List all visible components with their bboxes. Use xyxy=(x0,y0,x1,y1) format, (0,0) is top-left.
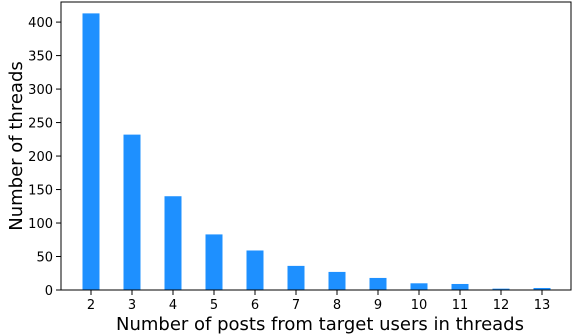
bar-4 xyxy=(164,196,182,290)
bar-3 xyxy=(123,134,141,290)
x-tick-label: 11 xyxy=(452,298,469,313)
bar-13 xyxy=(533,287,551,290)
bar-8 xyxy=(328,271,346,290)
x-tick-label: 4 xyxy=(169,298,177,313)
y-tick-label: 350 xyxy=(28,50,53,65)
x-tick-label: 10 xyxy=(411,298,428,313)
x-tick-label: 13 xyxy=(534,298,551,313)
x-tick-label: 2 xyxy=(87,298,95,313)
y-axis-label: Number of threads xyxy=(6,61,27,230)
y-axis-ticks: 0 50 100 150 200 250 300 350 400 xyxy=(28,16,61,299)
bar-9 xyxy=(369,277,387,290)
y-tick-label: 50 xyxy=(36,251,53,266)
bar-6 xyxy=(246,250,264,290)
x-axis-ticks: 2 3 4 5 6 7 8 9 10 11 12 13 xyxy=(87,290,550,313)
bar-7 xyxy=(287,265,305,290)
x-tick-label: 3 xyxy=(128,298,136,313)
bars-group xyxy=(82,13,551,290)
y-tick-label: 300 xyxy=(28,83,53,98)
y-tick-label: 0 xyxy=(45,284,53,299)
bar-10 xyxy=(410,283,428,290)
x-tick-label: 7 xyxy=(292,298,300,313)
bar-12 xyxy=(492,288,510,290)
y-tick-label: 200 xyxy=(28,150,53,165)
x-tick-label: 12 xyxy=(493,298,510,313)
plot-frame xyxy=(60,1,572,291)
bar-5 xyxy=(205,234,223,290)
x-tick-label: 8 xyxy=(333,298,341,313)
y-tick-label: 100 xyxy=(28,217,53,232)
x-tick-label: 6 xyxy=(251,298,259,313)
x-axis-label: Number of posts from target users in thr… xyxy=(116,314,524,335)
x-tick-label: 9 xyxy=(374,298,382,313)
bar-2 xyxy=(82,13,100,290)
y-tick-label: 400 xyxy=(28,16,53,31)
y-tick-label: 150 xyxy=(28,184,53,199)
bar-11 xyxy=(451,283,469,290)
x-tick-label: 5 xyxy=(210,298,218,313)
y-tick-label: 250 xyxy=(28,117,53,132)
